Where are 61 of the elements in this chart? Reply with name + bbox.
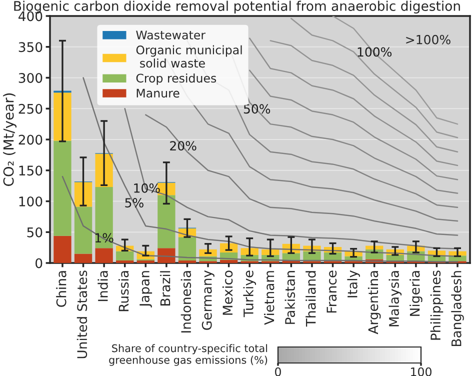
bar	[262, 249, 280, 255]
bar	[158, 195, 176, 248]
x-tick-label: United States	[76, 270, 88, 358]
x-tick-label: Russia	[118, 271, 129, 312]
x-tick-label: Brazil	[160, 271, 170, 306]
bar	[178, 237, 196, 261]
x-tick-label: Thailand	[306, 271, 316, 327]
bar	[74, 254, 92, 263]
bar	[116, 251, 134, 261]
line-series	[290, 18, 458, 138]
color-bar-label: 100	[411, 367, 432, 376]
y-tick-label: 250	[18, 104, 42, 114]
y-tick-label: 300	[18, 72, 42, 83]
y-tick-label: 200	[18, 134, 42, 145]
x-tick-label: Mexico	[222, 270, 233, 315]
x-tick-label: Germany	[202, 270, 214, 330]
line-series	[332, 16, 458, 125]
annotation: >100%	[406, 34, 450, 44]
y-tick-label: 50	[27, 227, 42, 238]
x-tick-label: India	[98, 271, 108, 302]
bar	[95, 248, 113, 263]
x-tick-label: Philippines	[430, 270, 444, 340]
series-label: 100%	[358, 47, 392, 57]
color-bar-label: 0	[275, 367, 281, 376]
legend-label: Organic municipal solid waste	[136, 45, 242, 68]
x-tick-label: Japan	[140, 271, 152, 308]
y-tick-label: 100	[19, 196, 42, 206]
x-tick-label: Vietnam	[264, 271, 274, 325]
x-tick-label: Malaysia	[388, 271, 402, 326]
bar	[54, 236, 72, 263]
bar	[366, 246, 384, 250]
x-tick-label: Pakistan	[284, 271, 296, 324]
x-tick-label: China	[56, 271, 66, 307]
series-label: 20%	[170, 141, 196, 151]
bar	[158, 248, 176, 263]
chart-title: Biogenic carbon dioxide removal potential from anaerobic digestion	[14, 0, 460, 14]
series-label: 50%	[244, 104, 270, 114]
legend-label: Manure	[136, 88, 180, 98]
x-tick-label: Turkiye	[243, 270, 256, 318]
legend-label: Wastewater	[136, 30, 206, 40]
bar	[95, 187, 113, 248]
y-tick-label: 350	[18, 42, 42, 52]
y-tick-label: 150	[19, 166, 42, 176]
color-bar-title: Share of country-specific total greenhouse gas emissions (%)	[109, 344, 268, 366]
x-tick-label: Indonesia	[180, 271, 192, 332]
bar	[54, 140, 72, 236]
series-label: 5%	[125, 198, 144, 208]
bar	[282, 253, 300, 260]
x-tick-label: Bangladesh	[451, 271, 464, 346]
x-tick-label: France	[326, 270, 337, 313]
x-tick-label: Italy	[347, 270, 360, 298]
y-tick-label: 0	[36, 258, 42, 268]
y-tick-label: 400	[18, 11, 42, 22]
y-axis-title: CO₂ (Mt/year)	[3, 93, 16, 186]
bar	[240, 248, 258, 255]
legend-label: Crop residues	[136, 73, 216, 85]
bar	[220, 260, 238, 263]
bar	[74, 206, 92, 254]
x-tick-label: Argentina	[368, 271, 381, 334]
x-tick-label: Nigeria	[410, 271, 422, 316]
line-series	[62, 176, 458, 262]
